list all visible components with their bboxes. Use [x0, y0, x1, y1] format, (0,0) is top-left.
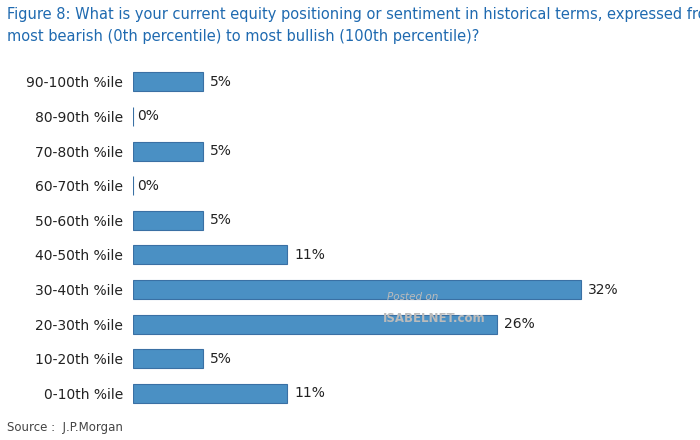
Text: 32%: 32% — [588, 282, 619, 297]
Bar — [133, 315, 497, 334]
Text: 0%: 0% — [137, 110, 159, 124]
Bar — [133, 384, 287, 403]
Text: Figure 8: What is your current equity positioning or sentiment in historical ter: Figure 8: What is your current equity po… — [7, 7, 700, 22]
Text: 5%: 5% — [210, 75, 232, 89]
Text: Source :  J.P.Morgan: Source : J.P.Morgan — [7, 421, 123, 434]
Text: most bearish (0th percentile) to most bullish (100th percentile)?: most bearish (0th percentile) to most bu… — [7, 29, 480, 44]
Bar — [133, 349, 203, 368]
Bar — [133, 72, 203, 92]
Text: ISABELNET.com: ISABELNET.com — [383, 312, 485, 325]
Text: 11%: 11% — [294, 248, 325, 262]
Bar — [133, 211, 203, 230]
Text: 5%: 5% — [210, 352, 232, 366]
Text: 0%: 0% — [137, 179, 159, 193]
Bar — [133, 246, 287, 264]
Bar — [133, 142, 203, 161]
Text: 11%: 11% — [294, 386, 325, 400]
Text: 5%: 5% — [210, 144, 232, 158]
Text: 26%: 26% — [504, 317, 535, 331]
Text: 5%: 5% — [210, 213, 232, 227]
Bar — [133, 280, 581, 299]
Text: Posted on: Posted on — [387, 292, 439, 301]
